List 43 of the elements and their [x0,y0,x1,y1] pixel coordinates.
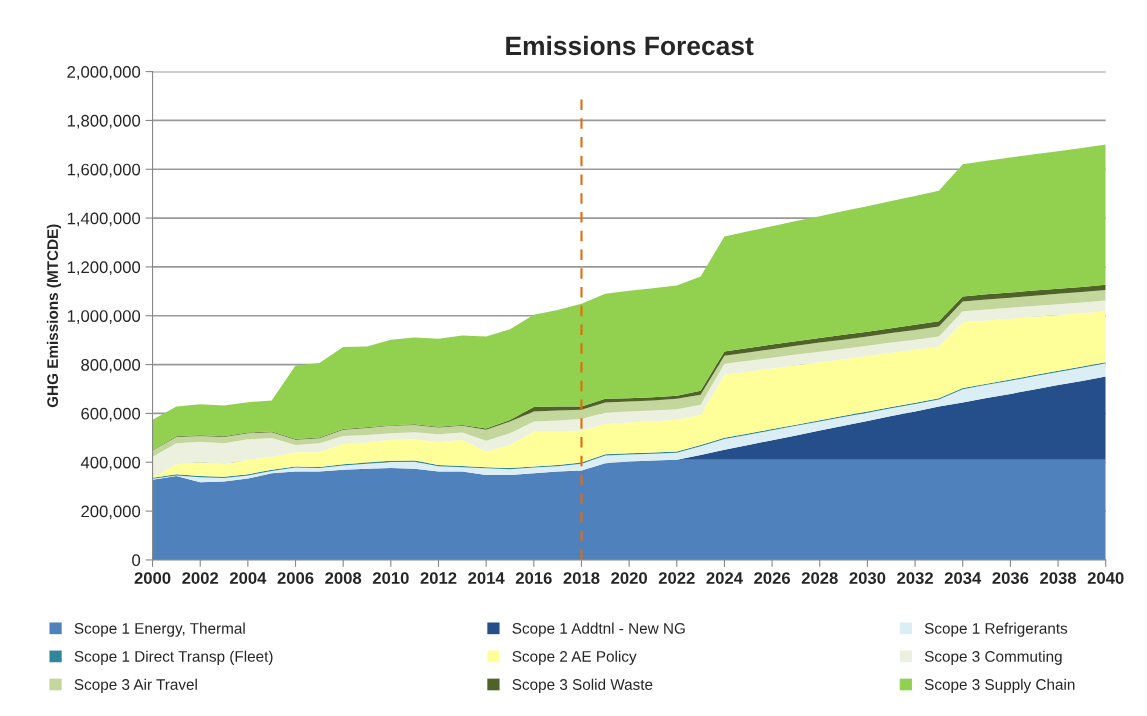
x-tick-label: 2000 [134,572,171,584]
x-tick-label: 2030 [849,572,886,584]
x-tick-label: 2014 [468,572,505,584]
x-tick-label: 2022 [658,572,695,584]
legend-label: Scope 3 Supply Chain [924,678,1075,693]
y-tick-label: 600,000 [81,407,141,422]
x-tick-label: 2012 [420,572,457,584]
y-tick-label: 800,000 [81,358,141,373]
y-axis-title: GHG Emissions (MTCDE) [46,224,62,408]
legend-label: Scope 1 Refrigerants [924,622,1068,637]
y-tick-label: 1,000,000 [67,310,141,324]
x-tick-label: 2002 [182,572,219,584]
y-tick-label: 1,400,000 [67,212,141,227]
legend-label: Scope 3 Solid Waste [512,678,653,693]
legend-label: Scope 2 AE Policy [512,650,637,665]
x-tick-label: 2032 [897,572,933,584]
legend-label: Scope 3 Air Travel [74,678,197,693]
x-tick-label: 2026 [754,572,791,584]
x-tick-label: 2028 [801,572,838,584]
x-tick-label: 2010 [372,572,409,584]
x-tick-label: 2006 [277,572,314,584]
legend-label: Scope 3 Commuting [924,650,1062,665]
y-tick-label: 1,200,000 [67,261,141,276]
y-tick-label: 0 [132,554,141,567]
x-tick-label: 2016 [515,572,552,584]
y-tick-label: 200,000 [81,505,141,520]
chart-title: Emissions Forecast [506,35,754,56]
x-tick-label: 2036 [992,572,1029,584]
y-tick-label: 1,600,000 [67,163,141,178]
legend-label: Scope 1 Direct Transp (Fleet) [74,650,273,665]
x-tick-label: 2024 [706,572,743,584]
y-tick-label: 1,800,000 [67,114,141,129]
x-tick-label: 2034 [944,572,982,584]
x-tick-label: 2008 [325,572,362,584]
x-tick-label: 2004 [229,572,267,584]
x-tick-label: 2020 [611,572,647,584]
y-tick-label: 2,000,000 [67,66,141,80]
x-tick-label: 2038 [1040,572,1077,584]
legend-label: Scope 1 Energy, Thermal [74,622,245,637]
y-tick-label: 400,000 [80,456,141,471]
x-tick-label: 2018 [563,572,600,584]
legend-label: Scope 1 Addtnl - New NG [512,622,685,637]
x-tick-label: 2040 [1087,572,1124,584]
